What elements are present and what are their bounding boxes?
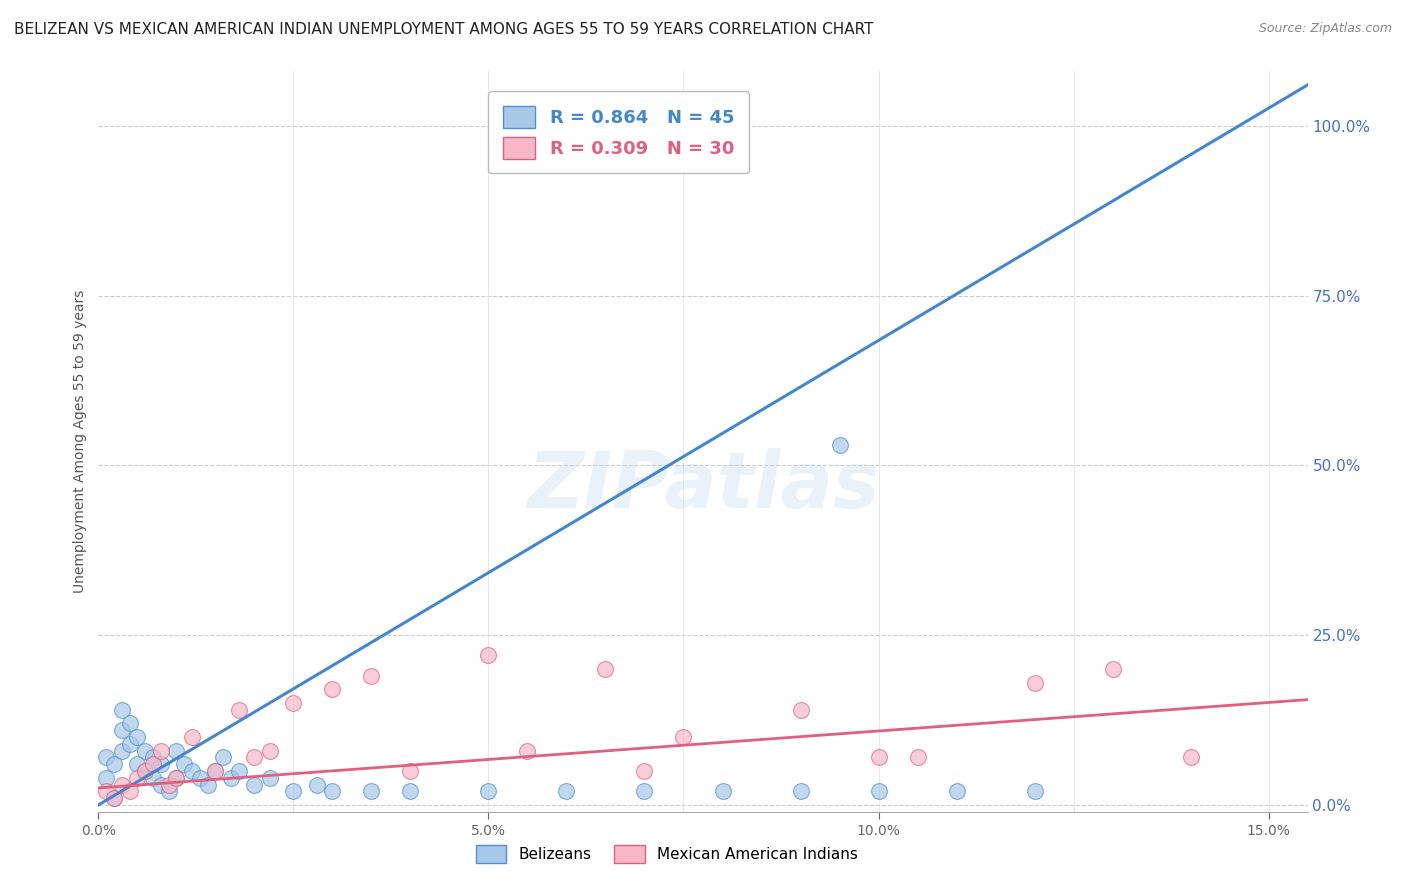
Point: [197, 778, 219, 792]
Point: [204, 764, 226, 778]
Point: [945, 784, 967, 798]
Point: [1024, 675, 1046, 690]
Point: [789, 784, 811, 798]
Point: [111, 743, 134, 757]
Point: [127, 757, 149, 772]
Point: [259, 743, 281, 757]
Point: [165, 771, 187, 785]
Point: [907, 750, 929, 764]
Point: [96, 750, 118, 764]
Legend: Belizeans, Mexican American Indians: Belizeans, Mexican American Indians: [468, 838, 866, 871]
Y-axis label: Unemployment Among Ages 55 to 59 years: Unemployment Among Ages 55 to 59 years: [73, 290, 87, 593]
Point: [477, 784, 499, 798]
Point: [127, 730, 149, 744]
Point: [555, 784, 578, 798]
Point: [149, 743, 172, 757]
Point: [516, 743, 538, 757]
Point: [672, 730, 695, 744]
Point: [157, 778, 180, 792]
Point: [321, 784, 343, 798]
Point: [118, 737, 141, 751]
Point: [477, 648, 499, 663]
Point: [868, 784, 890, 798]
Point: [321, 682, 343, 697]
Point: [142, 771, 165, 785]
Point: [360, 784, 382, 798]
Point: [1101, 662, 1123, 676]
Point: [243, 778, 266, 792]
Point: [149, 757, 172, 772]
Text: ZIPatlas: ZIPatlas: [527, 448, 879, 524]
Point: [828, 438, 851, 452]
Point: [228, 764, 250, 778]
Point: [134, 764, 156, 778]
Point: [142, 750, 165, 764]
Point: [259, 771, 281, 785]
Point: [1024, 784, 1046, 798]
Text: Source: ZipAtlas.com: Source: ZipAtlas.com: [1258, 22, 1392, 36]
Point: [305, 778, 328, 792]
Point: [219, 771, 242, 785]
Point: [283, 784, 305, 798]
Point: [118, 716, 141, 731]
Point: [571, 119, 593, 133]
Point: [1180, 750, 1202, 764]
Point: [96, 771, 118, 785]
Point: [868, 750, 890, 764]
Point: [212, 750, 235, 764]
Point: [103, 791, 125, 805]
Point: [633, 784, 655, 798]
Point: [173, 757, 195, 772]
Point: [188, 771, 211, 785]
Point: [111, 703, 134, 717]
Point: [134, 743, 156, 757]
Point: [103, 757, 125, 772]
Point: [165, 743, 187, 757]
Point: [204, 764, 226, 778]
Point: [711, 784, 734, 798]
Point: [243, 750, 266, 764]
Text: BELIZEAN VS MEXICAN AMERICAN INDIAN UNEMPLOYMENT AMONG AGES 55 TO 59 YEARS CORRE: BELIZEAN VS MEXICAN AMERICAN INDIAN UNEM…: [14, 22, 873, 37]
Point: [283, 696, 305, 710]
Point: [595, 662, 617, 676]
Point: [789, 703, 811, 717]
Point: [360, 669, 382, 683]
Point: [103, 791, 125, 805]
Point: [399, 784, 422, 798]
Point: [181, 764, 204, 778]
Point: [181, 730, 204, 744]
Point: [399, 764, 422, 778]
Point: [633, 764, 655, 778]
Point: [111, 778, 134, 792]
Point: [228, 703, 250, 717]
Point: [96, 784, 118, 798]
Point: [157, 784, 180, 798]
Point: [118, 784, 141, 798]
Point: [142, 757, 165, 772]
Point: [111, 723, 134, 738]
Point: [127, 771, 149, 785]
Point: [165, 771, 187, 785]
Point: [516, 119, 538, 133]
Point: [134, 764, 156, 778]
Point: [149, 778, 172, 792]
